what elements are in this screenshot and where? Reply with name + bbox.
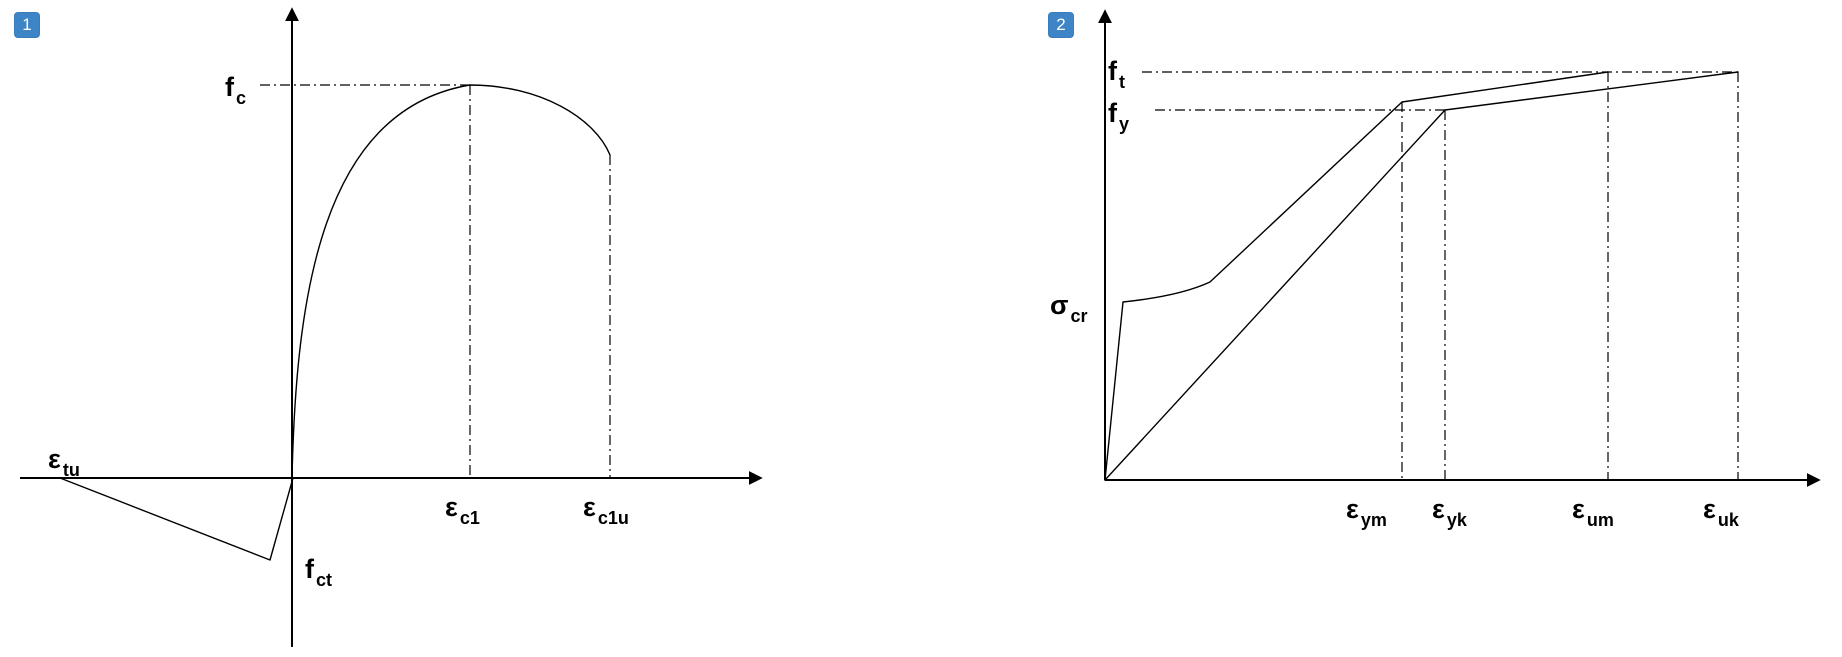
axis-label: fct — [305, 554, 332, 590]
curve-tension — [60, 478, 293, 560]
axis-label: εc1 — [445, 492, 480, 528]
curve-bare-bar — [1105, 72, 1738, 480]
axis-label: σcr — [1050, 290, 1088, 326]
axis-label: εym — [1346, 494, 1387, 530]
diagrams-canvas: fc fct εtu εc1 εc1u ft fy σcr εym εyk εum εuk — [0, 0, 1842, 657]
axis-label: fy — [1108, 98, 1129, 134]
axis-label: εum — [1572, 494, 1614, 530]
axis-label: εc1u — [583, 492, 629, 528]
axis-label: ft — [1108, 56, 1125, 92]
page-root: 1 2 fcfctεtuεc1εc1uftfyσcrεymεykεumεuk — [0, 0, 1842, 657]
diagram-concrete: fc fct εtu εc1 εc1u — [20, 10, 760, 647]
axis-label: εuk — [1703, 494, 1740, 530]
curve-tension-stiffened — [1105, 72, 1608, 480]
curve-compression — [292, 85, 610, 478]
diagram-steel-tension-stiffening: ft fy σcr εym εyk εum εuk — [1050, 12, 1818, 530]
axis-label: εyk — [1432, 494, 1468, 530]
axis-label: fc — [225, 72, 246, 108]
axis-label: εtu — [48, 444, 80, 480]
